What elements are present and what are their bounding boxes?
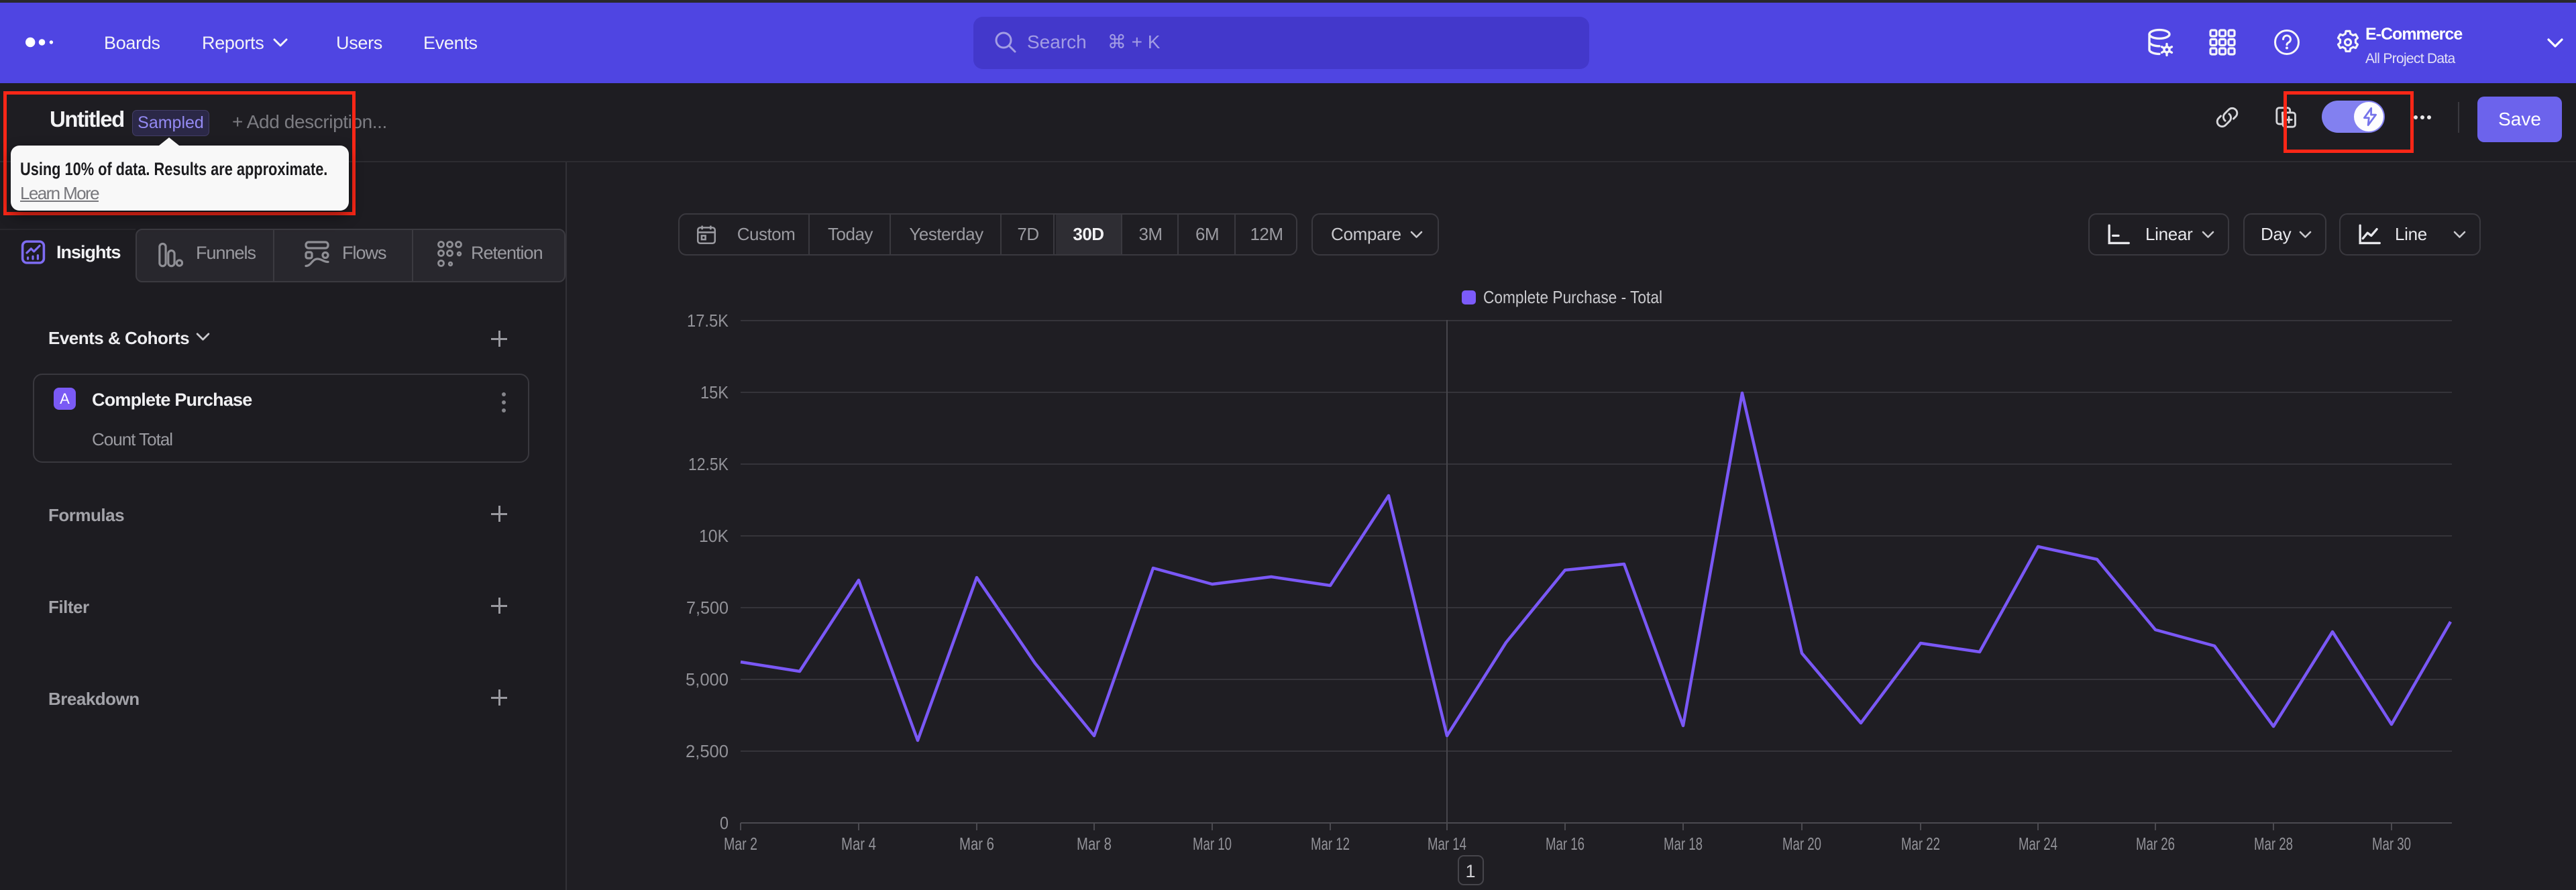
svg-text:Mar 10: Mar 10: [1193, 834, 1232, 854]
svg-text:Mar 18: Mar 18: [1664, 834, 1703, 854]
svg-text:Mar 2: Mar 2: [724, 834, 757, 854]
svg-text:10K: 10K: [699, 526, 729, 546]
svg-text:17.5K: 17.5K: [687, 311, 729, 331]
svg-text:Mar 6: Mar 6: [959, 834, 994, 854]
svg-text:Mar 20: Mar 20: [1782, 834, 1821, 854]
svg-text:1: 1: [1465, 861, 1475, 881]
svg-text:15K: 15K: [700, 382, 729, 402]
svg-text:Mar 14: Mar 14: [1428, 834, 1466, 854]
svg-text:Mar 8: Mar 8: [1077, 834, 1112, 854]
svg-text:2,500: 2,500: [686, 741, 729, 761]
svg-text:Mar 12: Mar 12: [1311, 834, 1350, 854]
svg-text:Mar 30: Mar 30: [2372, 834, 2411, 854]
svg-text:0: 0: [720, 813, 729, 833]
svg-text:Mar 24: Mar 24: [2019, 834, 2057, 854]
svg-text:Mar 4: Mar 4: [841, 834, 876, 854]
svg-text:Complete Purchase - Total: Complete Purchase - Total: [1483, 287, 1662, 307]
svg-text:Mar 16: Mar 16: [1546, 834, 1585, 854]
svg-text:12.5K: 12.5K: [688, 454, 729, 474]
svg-text:Mar 22: Mar 22: [1901, 834, 1940, 854]
svg-text:7,500: 7,500: [686, 598, 729, 618]
svg-text:Mar 28: Mar 28: [2254, 834, 2293, 854]
svg-text:Mar 26: Mar 26: [2136, 834, 2175, 854]
svg-text:5,000: 5,000: [686, 669, 729, 689]
